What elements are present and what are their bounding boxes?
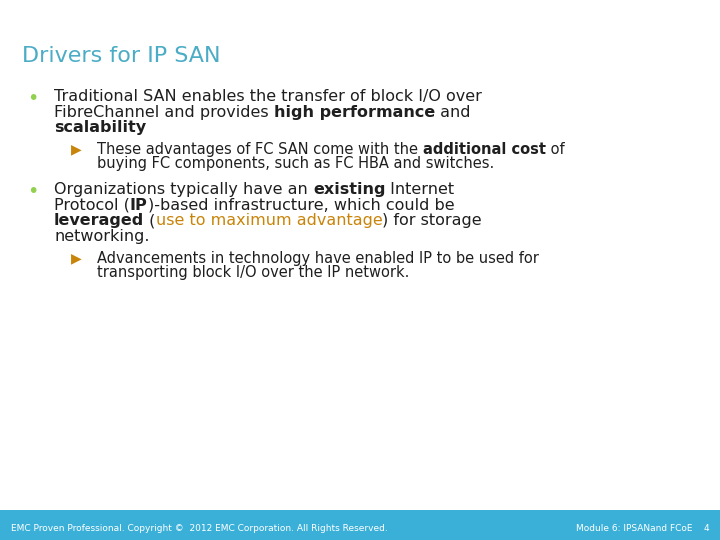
Text: ) for storage: ) for storage	[382, 213, 482, 228]
Text: additional cost: additional cost	[423, 142, 546, 157]
Text: ▶: ▶	[71, 142, 81, 156]
Text: These advantages of FC SAN come with the: These advantages of FC SAN come with the	[97, 142, 423, 157]
Text: Internet: Internet	[385, 183, 454, 198]
Text: and: and	[435, 105, 470, 120]
Text: (: (	[144, 213, 156, 228]
Text: Traditional SAN enables the transfer of block I/O over: Traditional SAN enables the transfer of …	[54, 89, 482, 104]
Text: )-based infrastructure, which could be: )-based infrastructure, which could be	[148, 198, 454, 213]
Text: leveraged: leveraged	[54, 213, 144, 228]
Text: use to maximum advantage: use to maximum advantage	[156, 213, 382, 228]
Text: Module 6: IPSANand FCoE    4: Module 6: IPSANand FCoE 4	[575, 524, 709, 533]
Text: ▶: ▶	[71, 251, 81, 265]
Text: high performance: high performance	[274, 105, 435, 120]
Text: Advancements in technology have enabled IP to be used for: Advancements in technology have enabled …	[97, 251, 539, 266]
Text: Drivers for IP SAN: Drivers for IP SAN	[22, 46, 220, 66]
Text: EMC Proven Professional. Copyright ©  2012 EMC Corporation. All Rights Reserved.: EMC Proven Professional. Copyright © 201…	[11, 524, 387, 533]
Text: scalability: scalability	[54, 120, 146, 135]
Text: •: •	[27, 183, 39, 201]
Text: Protocol (: Protocol (	[54, 198, 130, 213]
Text: networking.: networking.	[54, 229, 150, 244]
Text: •: •	[27, 89, 39, 108]
Text: FibreChannel and provides: FibreChannel and provides	[54, 105, 274, 120]
Text: transporting block I/O over the IP network.: transporting block I/O over the IP netwo…	[97, 265, 410, 280]
Text: existing: existing	[313, 183, 385, 198]
Text: of: of	[546, 142, 564, 157]
Text: Organizations typically have an: Organizations typically have an	[54, 183, 313, 198]
Text: buying FC components, such as FC HBA and switches.: buying FC components, such as FC HBA and…	[97, 157, 495, 171]
Text: IP: IP	[130, 198, 148, 213]
